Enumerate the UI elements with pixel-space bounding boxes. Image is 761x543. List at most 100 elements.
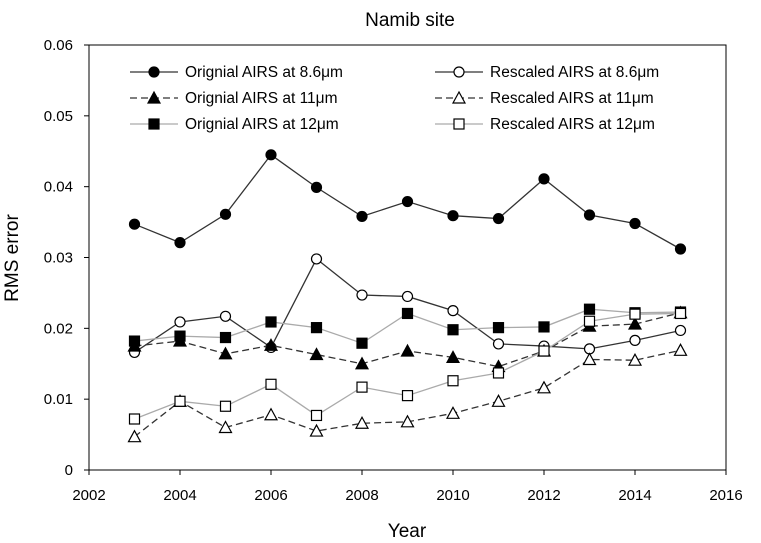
legend-label: Rescaled AIRS at 12μm	[490, 116, 655, 133]
data-point	[401, 307, 414, 320]
legend-marker	[453, 118, 465, 130]
legend-item: Orignial AIRS at 11μm	[130, 90, 338, 107]
x-axis-label: Year	[388, 521, 427, 542]
data-point	[219, 208, 232, 220]
data-point	[491, 394, 506, 407]
data-point	[629, 308, 641, 320]
x-tick-label: 2010	[436, 487, 469, 504]
y-tick-label: 0.06	[44, 37, 73, 54]
data-point	[673, 343, 688, 356]
data-point	[583, 315, 596, 327]
data-point	[629, 217, 641, 230]
data-point	[492, 212, 505, 225]
data-point	[627, 352, 643, 366]
data-point	[356, 337, 368, 349]
x-tick-label: 2016	[709, 487, 742, 504]
y-tick-label: 0.05	[44, 108, 73, 125]
x-tick-label: 2012	[527, 487, 560, 504]
data-point	[445, 350, 461, 363]
data-point	[310, 409, 323, 422]
data-point	[674, 324, 687, 337]
y-tick-label: 0	[65, 462, 73, 479]
legend-marker	[148, 66, 160, 78]
data-point	[401, 290, 414, 303]
legend-item: Rescaled AIRS at 12μm	[435, 116, 655, 133]
data-point	[536, 380, 552, 394]
data-point	[583, 209, 596, 221]
series-1	[128, 253, 687, 359]
data-point	[218, 420, 233, 434]
legend-item: Rescaled AIRS at 8.6μm	[435, 64, 659, 81]
y-tick-label: 0.02	[44, 320, 73, 337]
data-point	[310, 253, 323, 265]
legend-label: Orignial AIRS at 11μm	[185, 90, 338, 107]
data-point	[401, 390, 414, 402]
data-point	[309, 423, 324, 437]
data-point	[674, 243, 687, 255]
data-point	[127, 429, 142, 443]
chart-title: Namib site	[365, 10, 455, 31]
data-point	[447, 210, 459, 222]
data-point	[356, 210, 368, 223]
data-point	[174, 395, 186, 407]
series-5	[128, 307, 687, 425]
data-point	[583, 303, 596, 315]
series-line	[134, 257, 681, 353]
series-line	[134, 312, 681, 420]
data-point	[627, 316, 643, 330]
data-point	[447, 305, 459, 317]
data-point	[354, 415, 370, 429]
legend-label: Orignial AIRS at 8.6μm	[185, 64, 343, 81]
legend-label: Orignial AIRS at 12μm	[185, 116, 339, 133]
data-point	[263, 407, 279, 421]
data-point	[629, 334, 641, 346]
y-axis-label: RMS error	[2, 214, 23, 302]
data-point	[310, 322, 323, 334]
data-point	[356, 289, 368, 301]
data-point	[400, 414, 415, 428]
data-point	[265, 149, 277, 161]
data-point	[219, 331, 232, 344]
data-point	[674, 307, 687, 320]
data-point	[447, 375, 459, 387]
data-point	[219, 310, 232, 322]
y-tick-label: 0.04	[44, 179, 73, 196]
legend-item: Orignial AIRS at 8.6μm	[130, 64, 343, 81]
x-tick-label: 2006	[254, 487, 287, 504]
x-tick-label: 2014	[618, 487, 651, 504]
x-tick-label: 2002	[72, 487, 105, 504]
data-point	[354, 356, 370, 370]
legend-label: Rescaled AIRS at 11μm	[490, 90, 654, 107]
series-0	[128, 149, 687, 255]
data-point	[538, 345, 550, 357]
data-point	[174, 316, 186, 328]
data-point	[400, 343, 415, 357]
data-point	[174, 237, 186, 249]
x-tick-label: 2004	[163, 487, 196, 504]
legend-marker	[148, 118, 160, 130]
data-point	[582, 352, 597, 366]
data-point	[128, 413, 141, 425]
legend-marker	[146, 90, 162, 104]
series-4	[128, 303, 687, 349]
data-point	[263, 338, 279, 351]
series-layer	[127, 149, 688, 443]
legend-item: Orignial AIRS at 12μm	[130, 116, 339, 133]
data-point	[538, 173, 550, 185]
series-line	[134, 312, 681, 368]
data-point	[356, 381, 368, 393]
legend: Orignial AIRS at 8.6μm Rescaled AIRS at 8…	[130, 64, 659, 133]
legend-marker	[453, 66, 465, 78]
data-point	[309, 347, 324, 361]
data-point	[492, 367, 505, 379]
data-point	[447, 324, 459, 336]
data-point	[265, 316, 277, 328]
y-tick-label: 0.03	[44, 250, 73, 267]
x-tick-label: 2008	[345, 487, 378, 504]
legend-marker	[451, 90, 467, 104]
data-point	[401, 195, 414, 208]
axis-ticks: 2002 2004 2006 2008 2010 2012 2014 2016 0 0.01 0.0…	[44, 37, 743, 504]
data-point	[492, 338, 505, 350]
data-point	[492, 322, 505, 334]
